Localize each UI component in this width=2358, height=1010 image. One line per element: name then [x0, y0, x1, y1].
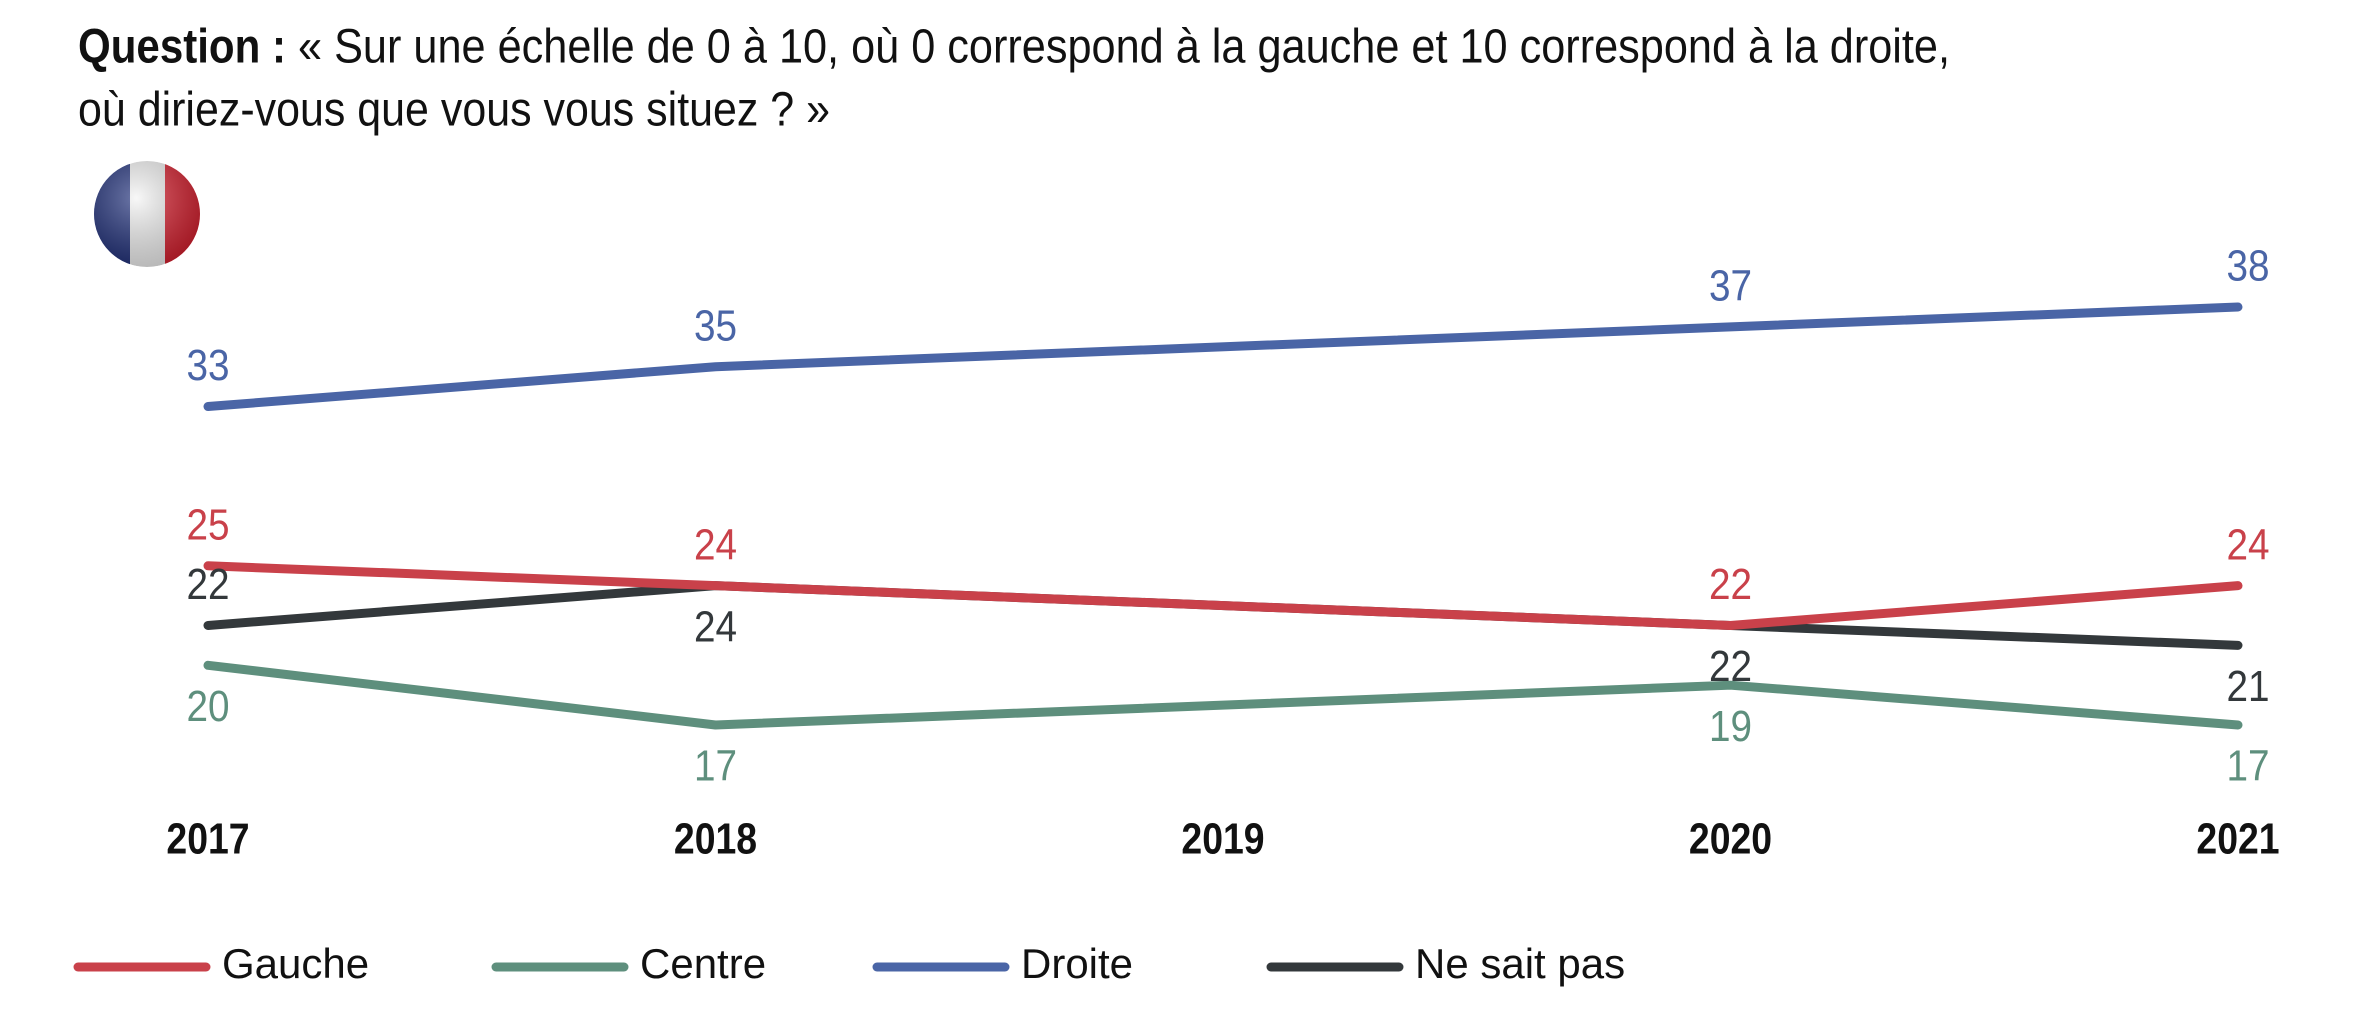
legend-label: Ne sait pas	[1415, 940, 1625, 987]
x-tick-label: 2017	[166, 814, 249, 864]
legend-label: Centre	[640, 940, 766, 987]
x-tick-label: 2018	[674, 814, 757, 864]
data-label: 35	[694, 300, 737, 350]
legend-label: Gauche	[222, 940, 369, 987]
series-line	[203, 302, 2243, 412]
data-label: 24	[2226, 519, 2269, 569]
data-label: 19	[1709, 700, 1752, 750]
flag-icon	[94, 161, 200, 267]
data-label: 38	[2226, 240, 2269, 290]
series-line	[203, 561, 2243, 630]
data-label: 22	[1709, 559, 1752, 609]
data-label: 24	[694, 519, 737, 569]
data-label: 21	[2226, 661, 2269, 711]
data-label: 17	[694, 740, 737, 790]
data-label: 24	[694, 601, 737, 651]
x-tick-label: 2021	[2196, 814, 2279, 864]
data-label: 25	[186, 499, 229, 549]
data-label: 37	[1709, 260, 1752, 310]
title-line: « Sur une échelle de 0 à 10, où 0 corres…	[298, 21, 1950, 74]
title-label: Question :	[78, 21, 286, 74]
data-label: 22	[186, 559, 229, 609]
data-label: 33	[186, 340, 229, 390]
title-line: où diriez-vous que vous vous situez ? »	[78, 84, 830, 137]
data-label: 17	[2226, 740, 2269, 790]
x-tick-label: 2019	[1181, 814, 1264, 864]
data-label: 22	[1709, 641, 1752, 691]
legend-label: Droite	[1021, 940, 1133, 987]
data-label: 20	[186, 681, 229, 731]
x-tick-label: 2020	[1689, 814, 1772, 864]
series-line	[203, 660, 2243, 730]
